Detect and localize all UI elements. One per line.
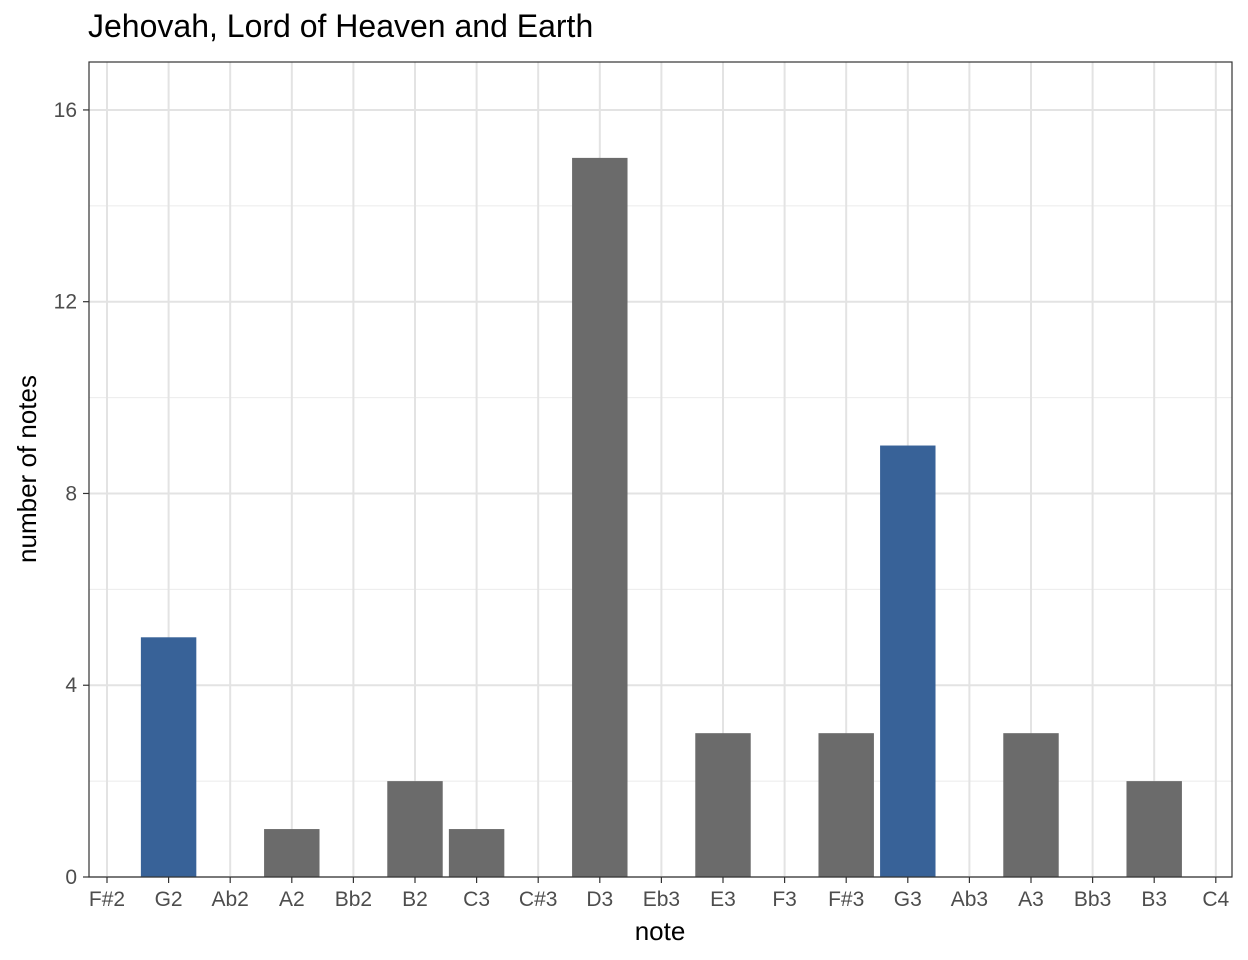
y-tick-label: 4 bbox=[65, 674, 77, 697]
x-tick-label: G3 bbox=[894, 888, 922, 911]
y-tick-label: 12 bbox=[54, 291, 77, 314]
bars bbox=[140, 157, 1182, 878]
bar-A2 bbox=[264, 829, 320, 877]
x-tick-label: Eb3 bbox=[643, 888, 680, 911]
x-tick-label: D3 bbox=[586, 888, 613, 911]
panel-border bbox=[88, 61, 1233, 878]
chart-title: Jehovah, Lord of Heaven and Earth bbox=[88, 8, 594, 44]
x-tick-label: C3 bbox=[463, 888, 490, 911]
bar-B2 bbox=[387, 781, 443, 877]
x-axis: F#2 G2 Ab2 A2 Bb2 B2 C3 C#3 D3 Eb3 E3 F3 F#3 G3 Ab3 A3 B… bbox=[89, 877, 1230, 911]
x-tick-label: Bb2 bbox=[335, 888, 372, 911]
x-tick-label: F#3 bbox=[828, 888, 864, 911]
y-axis: 0 4 8 12 16 bbox=[54, 99, 89, 889]
bar-G2 bbox=[140, 637, 197, 877]
y-tick-label: 0 bbox=[65, 866, 77, 889]
x-tick-label: A3 bbox=[1018, 888, 1044, 911]
y-axis-title: number of notes bbox=[12, 375, 42, 563]
bar-E3 bbox=[695, 733, 751, 877]
bar-A3 bbox=[1003, 733, 1059, 877]
bar-B3 bbox=[1126, 781, 1182, 877]
x-tick-label: B2 bbox=[402, 888, 428, 911]
bar-F#3 bbox=[818, 733, 874, 877]
y-tick-label: 16 bbox=[54, 99, 77, 122]
x-tick-label: B3 bbox=[1141, 888, 1167, 911]
y-tick-label: 8 bbox=[65, 482, 77, 505]
x-tick-label: G2 bbox=[155, 888, 183, 911]
x-tick-label: C4 bbox=[1202, 888, 1229, 911]
bar-D3 bbox=[572, 157, 628, 878]
x-tick-label: Bb3 bbox=[1074, 888, 1111, 911]
x-tick-label: Ab3 bbox=[951, 888, 988, 911]
x-tick-label: F#2 bbox=[89, 888, 125, 911]
x-tick-label: C#3 bbox=[519, 888, 558, 911]
bar-C3 bbox=[448, 829, 505, 877]
x-tick-label: A2 bbox=[279, 888, 305, 911]
x-axis-title: note bbox=[635, 916, 686, 946]
x-tick-label: E3 bbox=[710, 888, 736, 911]
bar-G3 bbox=[880, 445, 936, 877]
x-tick-label: F3 bbox=[772, 888, 797, 911]
x-tick-label: Ab2 bbox=[212, 888, 249, 911]
